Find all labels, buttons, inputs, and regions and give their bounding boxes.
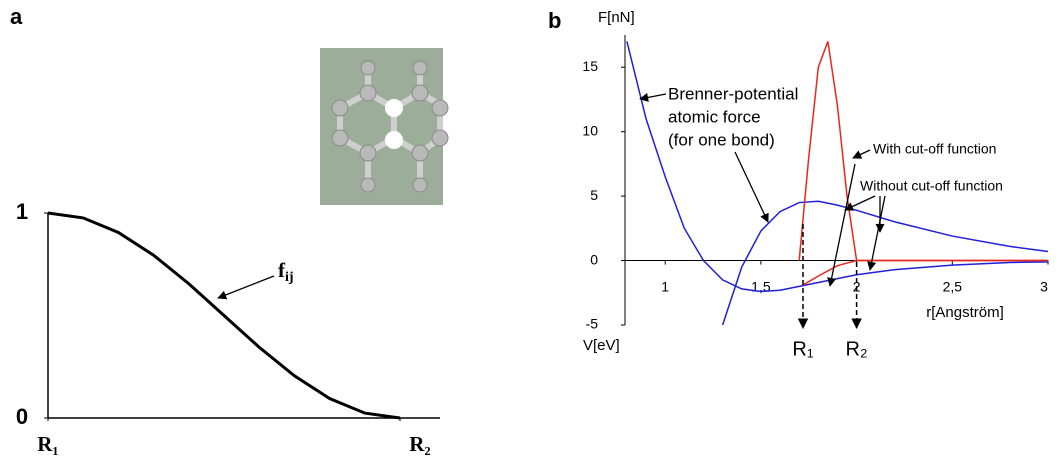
y-axis-label-bottom: V[eV] <box>583 337 620 354</box>
marker-label: R₁ <box>792 338 813 360</box>
arrow <box>870 196 885 270</box>
arrow <box>735 152 768 222</box>
annotation: Without cut-off function <box>860 178 1003 194</box>
x-tick-label: 2,5 <box>943 278 963 294</box>
panel-label: b <box>548 8 561 33</box>
data-line <box>803 261 1048 285</box>
marker-label: R₂ <box>845 338 867 360</box>
y-tick-label: 0 <box>16 404 28 429</box>
figure: a01R₁R₂fijb-505101511,522,53F[nN]V[eV]r[… <box>0 0 1058 464</box>
annotation: fij <box>278 258 294 285</box>
annotation: With cut-off function <box>873 141 996 157</box>
y-tick-label: 10 <box>582 122 598 138</box>
y-tick-label: 15 <box>582 58 598 74</box>
y-tick-label: 0 <box>590 251 598 267</box>
arrow <box>845 196 875 210</box>
arrow <box>640 94 666 99</box>
y-axis-label: F[nN] <box>598 9 635 26</box>
x-tick-label: R₁ <box>37 432 58 456</box>
arrow <box>218 276 274 298</box>
y-tick-label: -5 <box>586 316 599 332</box>
annotation-subscript: ij <box>285 270 294 285</box>
x-tick-label: 3 <box>1040 278 1048 294</box>
annotation: Brenner-potential <box>668 84 798 103</box>
annotation: (for one bond) <box>668 130 775 149</box>
arrow <box>853 150 870 158</box>
x-tick-label: 1 <box>661 278 669 294</box>
x-tick-label: R₂ <box>409 432 430 456</box>
y-tick-label: 1 <box>16 199 28 224</box>
x-axis-label: r[Angström] <box>926 304 1004 321</box>
data-line <box>627 41 1048 291</box>
panel-label: a <box>10 4 23 29</box>
molecule-image <box>320 48 448 205</box>
y-tick-label: 5 <box>590 187 598 203</box>
data-line <box>48 213 400 418</box>
annotation: atomic force <box>668 107 761 126</box>
